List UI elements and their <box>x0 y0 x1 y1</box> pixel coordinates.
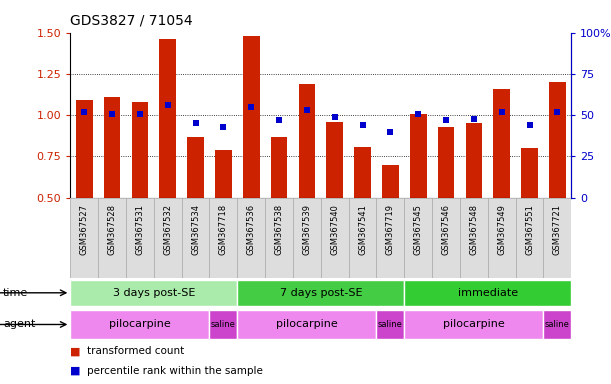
Bar <box>382 165 399 198</box>
Text: GSM367548: GSM367548 <box>469 204 478 255</box>
Text: GSM367532: GSM367532 <box>163 204 172 255</box>
Text: pilocarpine: pilocarpine <box>276 319 338 329</box>
Bar <box>76 100 92 198</box>
Text: GSM367549: GSM367549 <box>497 204 506 255</box>
Text: GSM367527: GSM367527 <box>79 204 89 255</box>
Bar <box>181 198 210 278</box>
Bar <box>460 198 488 278</box>
Bar <box>104 97 120 198</box>
Bar <box>326 122 343 198</box>
Bar <box>543 198 571 278</box>
Text: GSM367718: GSM367718 <box>219 204 228 255</box>
Point <box>135 111 145 117</box>
Point <box>219 124 229 130</box>
Point <box>386 129 395 135</box>
Text: 7 days post-SE: 7 days post-SE <box>279 288 362 298</box>
Text: ■: ■ <box>70 366 81 376</box>
Bar <box>210 310 237 339</box>
Point <box>497 109 507 115</box>
Bar <box>410 114 426 198</box>
Text: GSM367528: GSM367528 <box>108 204 117 255</box>
Text: GSM367538: GSM367538 <box>274 204 284 255</box>
Point <box>246 104 256 110</box>
Text: ■: ■ <box>70 346 81 356</box>
Text: GSM367721: GSM367721 <box>553 204 562 255</box>
Bar <box>243 36 260 198</box>
Bar <box>404 280 571 306</box>
Text: GDS3827 / 71054: GDS3827 / 71054 <box>70 13 193 27</box>
Bar <box>488 198 516 278</box>
Text: saline: saline <box>545 320 570 329</box>
Text: 3 days post-SE: 3 days post-SE <box>112 288 195 298</box>
Point <box>191 121 200 127</box>
Bar <box>210 198 237 278</box>
Text: saline: saline <box>211 320 236 329</box>
Point <box>552 109 562 115</box>
Text: immediate: immediate <box>458 288 518 298</box>
Point <box>413 111 423 117</box>
Bar <box>237 310 376 339</box>
Bar <box>404 198 432 278</box>
Bar <box>354 147 371 198</box>
Bar <box>70 310 210 339</box>
Bar <box>154 198 181 278</box>
Text: GSM367719: GSM367719 <box>386 204 395 255</box>
Text: percentile rank within the sample: percentile rank within the sample <box>87 366 263 376</box>
Bar <box>321 198 349 278</box>
Text: GSM367534: GSM367534 <box>191 204 200 255</box>
Text: agent: agent <box>3 319 35 329</box>
Bar <box>215 150 232 198</box>
Bar <box>265 198 293 278</box>
Bar <box>376 198 404 278</box>
Bar <box>349 198 376 278</box>
Bar <box>131 102 148 198</box>
Bar <box>521 148 538 198</box>
Point <box>274 117 284 123</box>
Bar <box>98 198 126 278</box>
Bar <box>271 137 287 198</box>
Bar <box>432 198 460 278</box>
Text: GSM367545: GSM367545 <box>414 204 423 255</box>
Bar <box>466 124 482 198</box>
Point <box>525 122 535 128</box>
Bar <box>126 198 154 278</box>
Bar <box>549 82 566 198</box>
Bar <box>159 39 176 198</box>
Text: transformed count: transformed count <box>87 346 185 356</box>
Point <box>357 122 367 128</box>
Bar <box>437 127 455 198</box>
Bar <box>404 310 543 339</box>
Bar <box>70 198 98 278</box>
Bar <box>237 280 404 306</box>
Bar <box>376 310 404 339</box>
Bar <box>299 84 315 198</box>
Text: GSM367531: GSM367531 <box>136 204 144 255</box>
Text: GSM367539: GSM367539 <box>302 204 312 255</box>
Text: GSM367540: GSM367540 <box>330 204 339 255</box>
Bar <box>543 310 571 339</box>
Bar <box>187 137 204 198</box>
Text: saline: saline <box>378 320 403 329</box>
Text: pilocarpine: pilocarpine <box>443 319 505 329</box>
Bar <box>516 198 543 278</box>
Text: GSM367551: GSM367551 <box>525 204 534 255</box>
Text: time: time <box>3 288 28 298</box>
Point <box>79 109 89 115</box>
Point <box>302 107 312 113</box>
Bar <box>493 89 510 198</box>
Bar <box>70 280 237 306</box>
Point <box>163 102 172 108</box>
Point <box>469 116 479 122</box>
Bar <box>293 198 321 278</box>
Point <box>441 117 451 123</box>
Text: GSM367536: GSM367536 <box>247 204 255 255</box>
Bar <box>237 198 265 278</box>
Point <box>107 111 117 117</box>
Text: GSM367541: GSM367541 <box>358 204 367 255</box>
Text: GSM367546: GSM367546 <box>442 204 450 255</box>
Text: pilocarpine: pilocarpine <box>109 319 170 329</box>
Point <box>330 114 340 120</box>
